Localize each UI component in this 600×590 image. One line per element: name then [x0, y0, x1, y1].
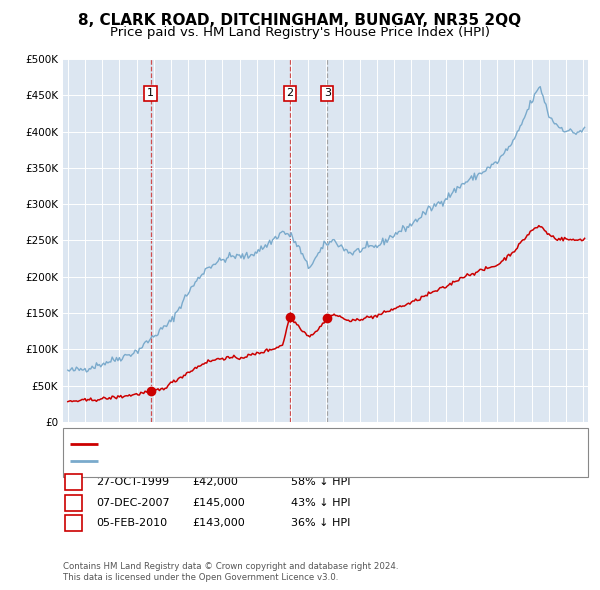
Text: 8, CLARK ROAD, DITCHINGHAM, BUNGAY, NR35 2QQ: 8, CLARK ROAD, DITCHINGHAM, BUNGAY, NR35…	[79, 13, 521, 28]
Text: 1: 1	[70, 476, 77, 489]
Text: 05-FEB-2010: 05-FEB-2010	[96, 519, 167, 528]
Text: Price paid vs. HM Land Registry's House Price Index (HPI): Price paid vs. HM Land Registry's House …	[110, 26, 490, 39]
Text: 07-DEC-2007: 07-DEC-2007	[96, 498, 170, 507]
Text: 8, CLARK ROAD, DITCHINGHAM, BUNGAY, NR35 2QQ (detached house): 8, CLARK ROAD, DITCHINGHAM, BUNGAY, NR35…	[105, 439, 458, 449]
Text: 43% ↓ HPI: 43% ↓ HPI	[291, 498, 350, 507]
Text: £145,000: £145,000	[192, 498, 245, 507]
Text: 1: 1	[70, 517, 77, 530]
Text: HPI: Average price, detached house, South Norfolk: HPI: Average price, detached house, Sout…	[105, 456, 357, 466]
Text: Contains HM Land Registry data © Crown copyright and database right 2024.: Contains HM Land Registry data © Crown c…	[63, 562, 398, 571]
Text: £143,000: £143,000	[192, 519, 245, 528]
Text: 2: 2	[286, 88, 293, 99]
Text: 27-OCT-1999: 27-OCT-1999	[96, 477, 169, 487]
Text: 58% ↓ HPI: 58% ↓ HPI	[291, 477, 350, 487]
Text: £42,000: £42,000	[192, 477, 238, 487]
Text: 1: 1	[147, 88, 154, 99]
Text: 36% ↓ HPI: 36% ↓ HPI	[291, 519, 350, 528]
Text: This data is licensed under the Open Government Licence v3.0.: This data is licensed under the Open Gov…	[63, 573, 338, 582]
Text: 3: 3	[324, 88, 331, 99]
Text: 1: 1	[70, 496, 77, 509]
